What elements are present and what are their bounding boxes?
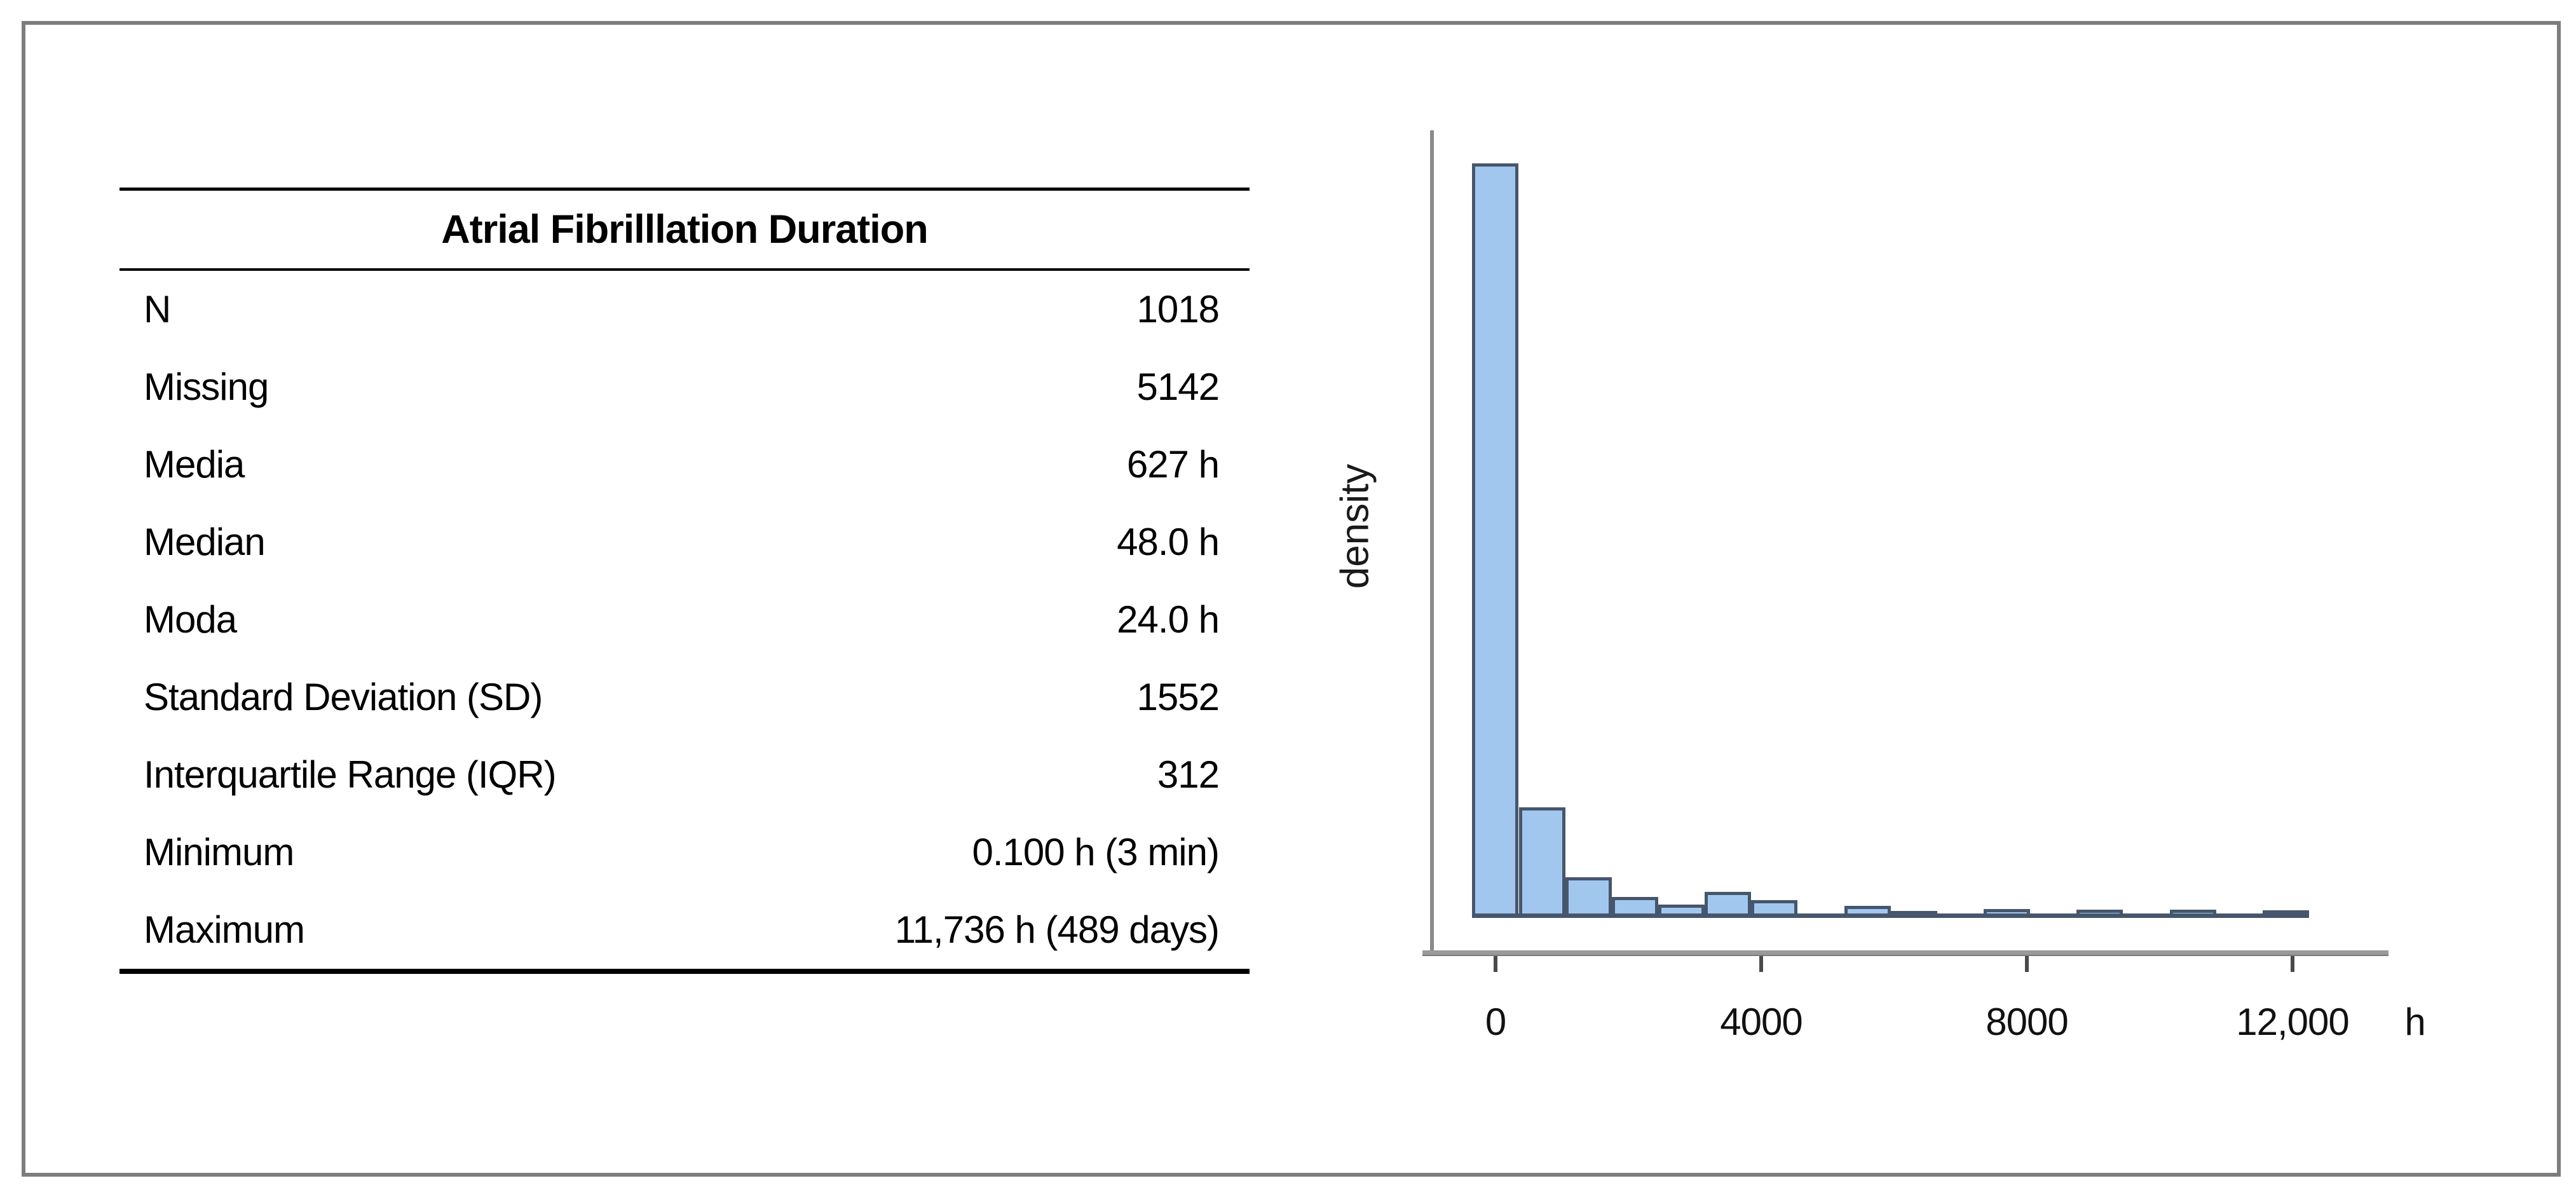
stat-value: 627 h (1126, 443, 1220, 486)
table-row: Missing 5142 (119, 348, 1250, 426)
figure-border (22, 21, 2561, 1177)
x-axis-unit-label: h (2404, 1001, 2426, 1043)
stat-value: 11,736 h (489 days) (894, 908, 1220, 951)
stat-label: N (144, 288, 171, 331)
stat-value: 1552 (1136, 676, 1220, 718)
stat-value: 1018 (1136, 288, 1220, 331)
y-axis-title: density (1333, 463, 1377, 589)
stat-label: Standard Deviation (SD) (144, 676, 543, 718)
stat-label: Media (144, 443, 245, 486)
stat-value: 5142 (1136, 366, 1220, 408)
stat-label: Moda (144, 598, 237, 641)
x-axis-tick-label: 0 (1485, 1001, 1506, 1043)
histogram-bar (1565, 877, 1612, 917)
table-title: Atrial Fibrilllation Duration (119, 188, 1250, 271)
y-axis-line (1430, 130, 1434, 955)
stat-value: 24.0 h (1117, 598, 1220, 641)
table-row: N 1018 (119, 271, 1250, 348)
table-row: Median 48.0 h (119, 503, 1250, 581)
x-axis-tick (2025, 956, 2029, 972)
histogram-baseline (1472, 913, 2309, 918)
stat-value: 312 (1157, 753, 1220, 796)
table-rows: N 1018 Missing 5142 Media 627 h Median 48.0 h Mo… (119, 271, 1250, 974)
stat-value: 48.0 h (1117, 521, 1220, 563)
histogram-bar (1472, 163, 1518, 917)
stat-label: Median (144, 521, 266, 563)
table-row: Minimum 0.100 h (3 min) (119, 814, 1250, 891)
x-axis-tick-label: 12,000 (2236, 1001, 2350, 1043)
stat-label: Maximum (144, 908, 305, 951)
stat-label: Interquartile Range (IQR) (144, 753, 557, 796)
x-axis-tick (1494, 956, 1497, 972)
table-row: Media 627 h (119, 426, 1250, 503)
table-row: Moda 24.0 h (119, 581, 1250, 659)
table-row: Maximum 11,736 h (489 days) (119, 891, 1250, 969)
histogram-bar (1705, 892, 1751, 917)
descriptives-table: Atrial Fibrilllation Duration N 1018 Missi… (119, 188, 1250, 974)
stat-label: Missing (144, 366, 269, 408)
table-row: Interquartile Range (IQR) 312 (119, 736, 1250, 814)
stat-value: 0.100 h (3 min) (972, 831, 1220, 873)
table-row: Standard Deviation (SD) 1552 (119, 659, 1250, 736)
x-axis-tick (1759, 956, 1763, 972)
x-axis-tick (2291, 956, 2294, 972)
x-axis-line (1422, 950, 2389, 956)
x-axis-tick-label: 4000 (1720, 1001, 1803, 1043)
stat-label: Minimum (144, 831, 294, 873)
x-axis-tick-label: 8000 (1986, 1001, 2068, 1043)
histogram-bar (1519, 807, 1565, 917)
